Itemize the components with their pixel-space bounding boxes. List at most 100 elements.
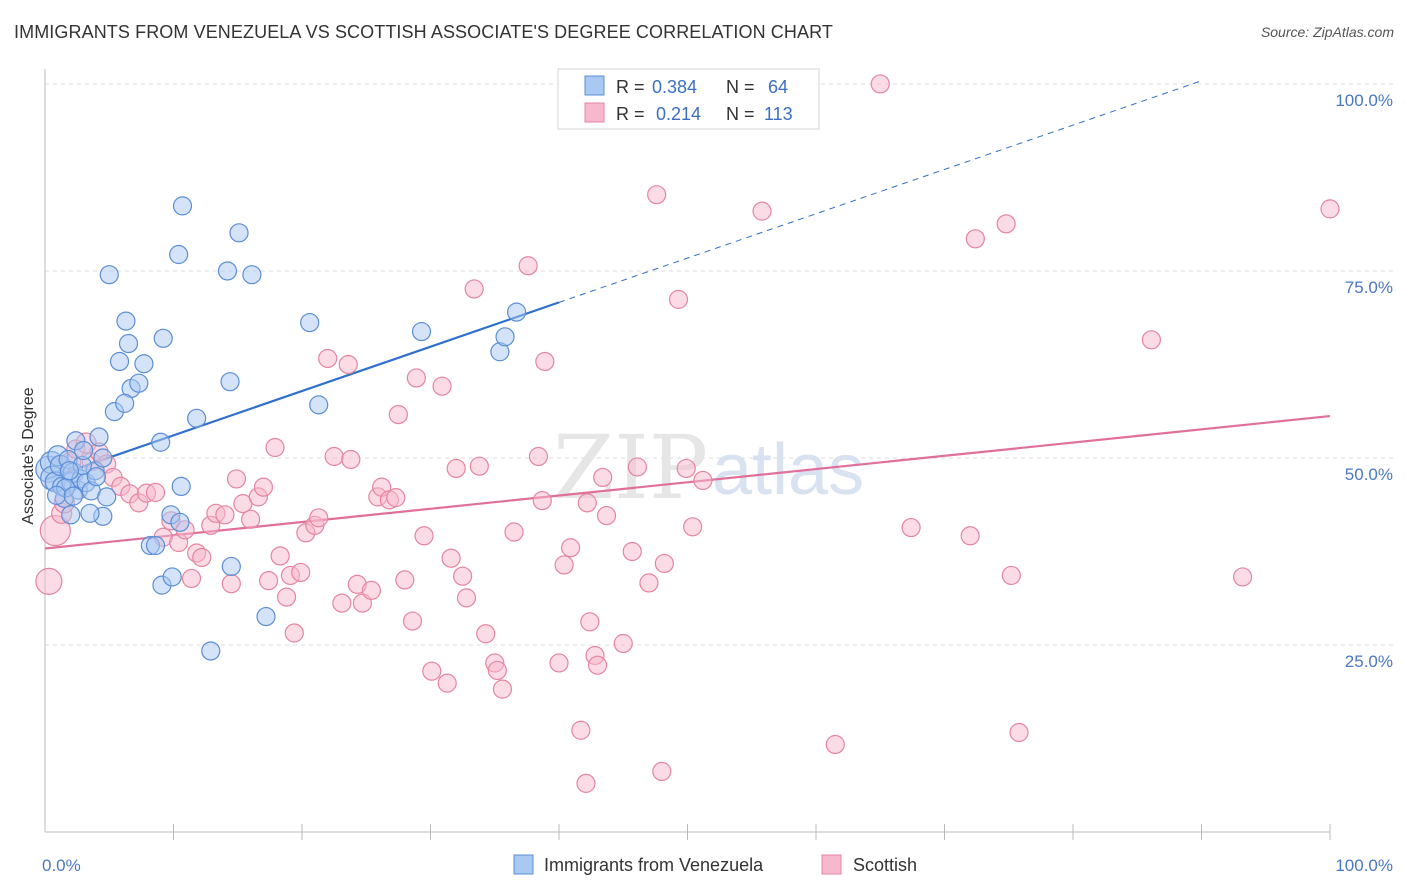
- data-point-venezuela: [145, 535, 166, 556]
- legend-r-label: R =: [616, 104, 645, 124]
- data-point-scottish: [181, 568, 202, 589]
- data-point-venezuela: [80, 503, 100, 523]
- data-point-venezuela: [109, 351, 130, 372]
- trend-lines: [44, 80, 1331, 550]
- legend-n-label: N =: [726, 77, 755, 97]
- data-point-venezuela: [59, 461, 80, 481]
- data-point-scottish: [901, 517, 921, 538]
- data-point-scottish: [309, 508, 329, 528]
- data-point-scottish: [476, 624, 496, 644]
- legend-swatch-blue: [584, 75, 605, 96]
- data-point-venezuela: [153, 328, 173, 348]
- data-point-venezuela: [46, 485, 67, 505]
- data-point-venezuela: [300, 312, 320, 333]
- data-point-scottish: [622, 541, 642, 562]
- data-point-venezuela: [129, 373, 149, 393]
- data-point-scottish: [487, 660, 507, 681]
- data-point-scottish: [265, 437, 285, 458]
- tick-labels: 25.0% 50.0% 75.0% 100.0% 0.0% 100.0%: [42, 91, 1393, 875]
- trend-line-venezuela-extension: [558, 80, 1202, 303]
- data-point-scottish: [469, 456, 489, 476]
- data-point-scottish: [1009, 722, 1029, 743]
- data-point-scottish: [338, 354, 358, 375]
- y-tick-label: 25.0%: [1345, 652, 1393, 671]
- x-tick-label: 0.0%: [42, 856, 81, 875]
- legend-r-value: 0.214: [656, 104, 701, 124]
- data-point-scottish: [258, 571, 279, 591]
- trend-line-venezuela: [44, 301, 560, 481]
- data-point-scottish: [215, 505, 235, 525]
- data-point-scottish: [456, 588, 477, 608]
- data-point-scottish: [361, 580, 381, 600]
- legend-r-value: 0.384: [652, 77, 697, 97]
- chart-title: IMMIGRANTS FROM VENEZUELA VS SCOTTISH AS…: [14, 22, 833, 42]
- legend-label-scottish: Scottish: [853, 855, 917, 875]
- data-point-venezuela: [221, 556, 241, 577]
- watermark: ZIP atlas: [553, 416, 864, 519]
- data-point-venezuela: [89, 427, 109, 447]
- data-point-venezuela: [170, 512, 190, 532]
- data-point-venezuela: [97, 487, 117, 507]
- legend-swatch-pink: [584, 102, 605, 123]
- axes: [44, 69, 1331, 840]
- data-point-scottish: [504, 522, 524, 542]
- data-point-venezuela: [411, 321, 432, 342]
- data-point-venezuela: [162, 567, 182, 587]
- data-point-scottish: [560, 538, 581, 558]
- trend-line-scottish: [44, 414, 1331, 550]
- data-point-scottish: [291, 562, 311, 583]
- legend-n-label: N =: [726, 104, 755, 124]
- data-point-scottish: [441, 548, 461, 568]
- y-tick-label: 50.0%: [1345, 465, 1393, 484]
- data-point-scottish: [587, 655, 608, 675]
- data-point-venezuela: [309, 395, 329, 415]
- data-point-scottish: [752, 201, 772, 221]
- data-point-venezuela: [256, 606, 276, 627]
- data-point-scottish: [613, 633, 633, 654]
- data-point-venezuela: [86, 467, 107, 487]
- legend-r-label: R =: [616, 77, 645, 97]
- data-point-scottish: [35, 567, 63, 596]
- source-credit: Source: ZipAtlas.com: [1260, 24, 1394, 40]
- grid-lines: [45, 83, 1394, 646]
- data-point-venezuela: [187, 408, 207, 428]
- legend-label-venezuela: Immigrants from Venezuela: [544, 855, 764, 875]
- data-point-scottish: [647, 185, 667, 205]
- data-point-scottish: [341, 449, 361, 470]
- data-point-venezuela: [495, 327, 515, 347]
- data-point-scottish: [332, 593, 352, 613]
- data-point-scottish: [1320, 199, 1340, 219]
- data-point-venezuela: [134, 354, 154, 374]
- data-point-venezuela: [116, 311, 136, 331]
- data-point-scottish: [284, 623, 304, 643]
- data-point-scottish: [453, 566, 473, 586]
- series-legend: Immigrants from Venezuela Scottish: [513, 854, 917, 875]
- data-point-scottish: [580, 612, 600, 632]
- data-point-venezuela: [93, 448, 113, 468]
- data-point-scottish: [253, 477, 274, 497]
- data-point-scottish: [446, 458, 466, 479]
- data-point-scottish: [571, 720, 591, 740]
- y-axis-label: Associate's Degree: [20, 387, 37, 524]
- data-point-venezuela: [99, 265, 119, 285]
- data-point-scottish: [270, 546, 290, 566]
- data-point-venezuela: [115, 393, 135, 413]
- data-point-venezuela: [118, 333, 139, 354]
- data-point-scottish: [276, 587, 297, 607]
- data-point-venezuela: [172, 196, 193, 216]
- data-point-venezuela: [151, 432, 171, 452]
- data-point-scottish: [532, 491, 552, 511]
- data-point-scottish: [414, 526, 434, 546]
- data-point-scottish: [437, 673, 457, 693]
- data-point-scottish: [318, 348, 338, 369]
- data-point-scottish: [965, 229, 985, 249]
- data-point-scottish: [528, 446, 549, 467]
- data-point-scottish: [221, 574, 241, 594]
- data-point-scottish: [432, 376, 452, 396]
- data-point-venezuela: [61, 505, 81, 525]
- data-point-venezuela: [201, 641, 221, 661]
- data-point-scottish: [668, 289, 689, 309]
- data-point-scottish: [422, 661, 442, 681]
- data-point-scottish: [577, 493, 597, 513]
